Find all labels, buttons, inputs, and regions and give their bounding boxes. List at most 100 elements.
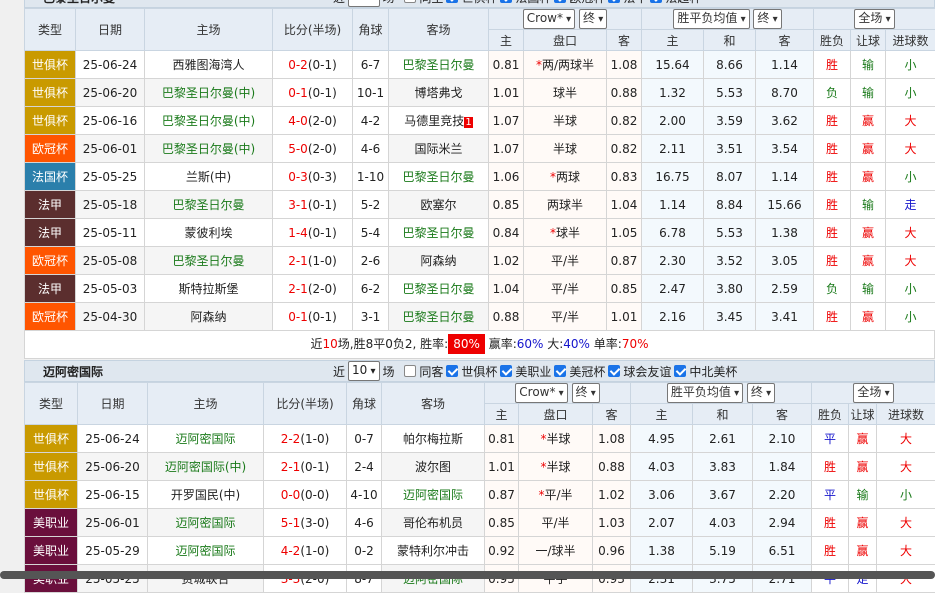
filter-checkbox[interactable] bbox=[608, 0, 620, 3]
header-h: 主 bbox=[485, 404, 519, 425]
away-team: 巴黎圣日尔曼 bbox=[402, 58, 474, 72]
away-team: 马德里竞技 bbox=[404, 114, 464, 128]
handicap-line: 半球 bbox=[553, 142, 577, 156]
home-team[interactable]: 开罗国民(中) bbox=[148, 481, 264, 509]
home-team[interactable]: 巴黎圣日尔曼 bbox=[145, 247, 273, 275]
odds-type-select[interactable]: 胜平负均值 bbox=[673, 9, 749, 29]
filter-checkbox[interactable] bbox=[554, 0, 566, 3]
away-team-cell[interactable]: 哥伦布机员 bbox=[382, 509, 485, 537]
result: 胜 bbox=[812, 509, 849, 537]
away-team-cell[interactable]: 国际米兰 bbox=[389, 135, 489, 163]
away-team-cell[interactable]: 马德里竞技1 bbox=[389, 107, 489, 135]
final-select-2[interactable]: 终 bbox=[753, 9, 781, 29]
match-date: 25-05-08 bbox=[76, 247, 145, 275]
match-row: 世俱杯 25-06-24 西雅图海湾人 0-2(0-1) 6-7 巴黎圣日尔曼 … bbox=[25, 51, 935, 79]
header-h: 主 bbox=[489, 30, 524, 51]
recent-label: 近 bbox=[333, 363, 345, 380]
horizontal-scrollbar[interactable] bbox=[0, 571, 935, 579]
home-team[interactable]: 巴黎圣日尔曼(中) bbox=[145, 135, 273, 163]
home-water: 0.88 bbox=[489, 303, 524, 331]
filter-checkbox[interactable] bbox=[404, 0, 416, 3]
away-team-cell[interactable]: 巴黎圣日尔曼 bbox=[389, 303, 489, 331]
away-team-cell[interactable]: 帕尔梅拉斯 bbox=[382, 425, 485, 453]
odds-away: 1.84 bbox=[753, 453, 812, 481]
filter-checkbox[interactable] bbox=[554, 365, 566, 377]
handicap-result: 输 bbox=[851, 275, 886, 303]
home-team[interactable]: 斯特拉斯堡 bbox=[145, 275, 273, 303]
handicap-result: 赢 bbox=[851, 107, 886, 135]
home-team[interactable]: 兰斯(中) bbox=[145, 163, 273, 191]
odds-draw: 3.67 bbox=[693, 481, 753, 509]
filter-checkbox[interactable] bbox=[674, 365, 686, 377]
away-water: 0.87 bbox=[607, 247, 642, 275]
away-team-cell[interactable]: 迈阿密国际 bbox=[382, 481, 485, 509]
period-select[interactable]: 全场 bbox=[853, 383, 893, 403]
away-team-cell[interactable]: 巴黎圣日尔曼 bbox=[389, 219, 489, 247]
competition-type: 欧冠杯 bbox=[25, 135, 76, 163]
filter-checkbox[interactable] bbox=[446, 0, 458, 3]
final-select[interactable]: 终 bbox=[572, 383, 600, 403]
home-team[interactable]: 阿森纳 bbox=[145, 303, 273, 331]
final-select[interactable]: 终 bbox=[579, 9, 607, 29]
away-team-cell[interactable]: 巴黎圣日尔曼 bbox=[389, 51, 489, 79]
corners: 6-7 bbox=[353, 51, 389, 79]
home-team[interactable]: 迈阿密国际 bbox=[148, 509, 264, 537]
header-away: 客场 bbox=[389, 9, 489, 51]
competition-type: 世俱杯 bbox=[25, 51, 76, 79]
half-score: (0-1) bbox=[308, 310, 337, 324]
away-team-cell[interactable]: 博塔弗戈 bbox=[389, 79, 489, 107]
header-oh: 主 bbox=[631, 404, 693, 425]
home-team[interactable]: 迈阿密国际 bbox=[148, 425, 264, 453]
handicap-line-cell: 平/半 bbox=[524, 247, 607, 275]
team1-section: 巴黎圣日尔曼 近 10 场 同主世俱杯法国杯欧冠杯法甲法超杯 类型 日期 主场 … bbox=[24, 0, 935, 359]
match-date: 25-06-24 bbox=[78, 425, 148, 453]
odds-type-select[interactable]: 胜平负均值 bbox=[667, 383, 743, 403]
odds-home: 2.30 bbox=[642, 247, 704, 275]
away-team-cell[interactable]: 波尔图 bbox=[382, 453, 485, 481]
home-team[interactable]: 西雅图海湾人 bbox=[145, 51, 273, 79]
home-team[interactable]: 巴黎圣日尔曼(中) bbox=[145, 107, 273, 135]
filter-checkbox[interactable] bbox=[608, 365, 620, 377]
filter-checkbox[interactable] bbox=[650, 0, 662, 3]
away-team-cell[interactable]: 巴黎圣日尔曼 bbox=[389, 163, 489, 191]
home-team[interactable]: 巴黎圣日尔曼(中) bbox=[145, 79, 273, 107]
header-type: 类型 bbox=[25, 9, 76, 51]
filter-checkbox[interactable] bbox=[446, 365, 458, 377]
odds-away: 8.70 bbox=[756, 79, 814, 107]
away-team-cell[interactable]: 阿森纳 bbox=[389, 247, 489, 275]
away-team-cell[interactable]: 蒙特利尔冲击 bbox=[382, 537, 485, 565]
score: 0-1 bbox=[288, 310, 308, 324]
match-row: 美职业 25-06-01 迈阿密国际 5-1(3-0) 4-6 哥伦布机员 0.… bbox=[25, 509, 935, 537]
filter-checkbox[interactable] bbox=[500, 365, 512, 377]
away-team-cell[interactable]: 欧塞尔 bbox=[389, 191, 489, 219]
recent-count-select[interactable]: 10 bbox=[348, 361, 379, 381]
filter-checkbox[interactable] bbox=[404, 365, 416, 377]
odds-away: 3.05 bbox=[756, 247, 814, 275]
company-select[interactable]: Crow* bbox=[523, 9, 575, 29]
odds-home: 2.47 bbox=[642, 275, 704, 303]
handicap-result: 赢 bbox=[851, 163, 886, 191]
home-team[interactable]: 迈阿密国际(中) bbox=[148, 453, 264, 481]
final-select-2[interactable]: 终 bbox=[747, 383, 775, 403]
handicap-line-cell: *半球 bbox=[519, 453, 593, 481]
filter-label: 法国杯 bbox=[515, 0, 551, 6]
period-select[interactable]: 全场 bbox=[854, 9, 894, 29]
summary-count: 10 bbox=[323, 337, 338, 351]
corners: 4-6 bbox=[353, 135, 389, 163]
home-team[interactable]: 蒙彼利埃 bbox=[145, 219, 273, 247]
corners: 0-2 bbox=[347, 537, 382, 565]
away-team-cell[interactable]: 巴黎圣日尔曼 bbox=[389, 275, 489, 303]
company-select[interactable]: Crow* bbox=[515, 383, 567, 403]
odds-away: 3.54 bbox=[756, 135, 814, 163]
summary-text: 场,胜8平0负2, 胜率: bbox=[338, 337, 448, 351]
half-score: (0-0) bbox=[300, 488, 329, 502]
handicap-line: 一/球半 bbox=[535, 544, 575, 558]
handicap-result: 输 bbox=[851, 51, 886, 79]
home-team[interactable]: 巴黎圣日尔曼 bbox=[145, 191, 273, 219]
score-cell: 2-2(1-0) bbox=[264, 425, 347, 453]
home-team[interactable]: 迈阿密国际 bbox=[148, 537, 264, 565]
odds-away: 3.41 bbox=[756, 303, 814, 331]
corners: 5-4 bbox=[353, 219, 389, 247]
recent-count-select[interactable]: 10 bbox=[348, 0, 379, 7]
filter-checkbox[interactable] bbox=[500, 0, 512, 3]
